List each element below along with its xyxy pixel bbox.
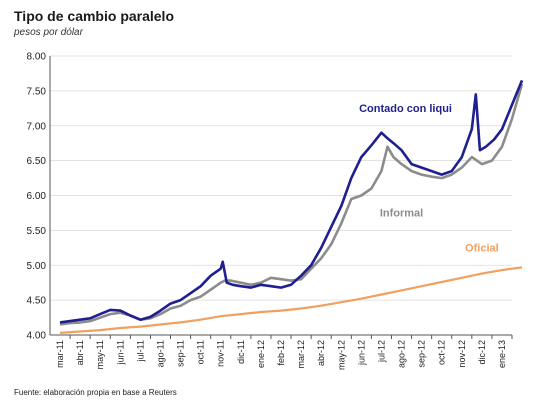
x-tick-label: jun-12 [356, 340, 366, 366]
chart-subtitle: pesos por dólar [14, 27, 83, 38]
x-tick-label: nov-12 [457, 340, 467, 368]
x-tick-label: nov-11 [216, 340, 226, 367]
x-tick-label: dic-11 [236, 340, 246, 364]
x-tick-label: oct-12 [437, 340, 447, 365]
y-tick-label: 5.00 [27, 261, 47, 272]
x-tick-label: jul-12 [376, 340, 386, 363]
series-label-oficial: Oficial [465, 242, 499, 254]
y-tick-label: 5.50 [27, 226, 47, 237]
x-tick-label: dic-12 [477, 340, 487, 365]
x-tick-label: jul-11 [135, 340, 145, 362]
x-tick-label: abr-11 [75, 340, 85, 365]
y-tick-label: 7.00 [27, 121, 47, 132]
y-tick-label: 7.50 [27, 86, 47, 97]
x-tick-label: ago-11 [155, 340, 165, 367]
y-tick-label: 6.00 [27, 191, 47, 202]
y-tick-label: 8.00 [27, 52, 47, 63]
x-tick-label: may-12 [336, 340, 346, 370]
chart-title: Tipo de cambio paralelo [14, 8, 175, 24]
x-tick-label: sep-11 [176, 340, 186, 367]
chart-source: Fuente: elaboración propia en base a Reu… [14, 388, 177, 397]
y-tick-label: 4.50 [27, 296, 47, 307]
x-tick-label: sep-12 [417, 340, 427, 368]
x-tick-label: mar-11 [55, 340, 65, 368]
y-tick-label: 6.50 [27, 156, 47, 167]
series-label-ccl: Contado con liqui [359, 103, 452, 115]
series-line-ccl [59, 79, 524, 324]
x-tick-label: feb-12 [276, 340, 286, 366]
series-label-informal: Informal [380, 207, 423, 219]
series-line-oficial [59, 266, 523, 334]
x-tick-label: ago-12 [397, 340, 407, 368]
x-tick-label: jun-11 [115, 340, 125, 365]
series-line-informal [59, 83, 524, 326]
x-tick-label: oct-11 [196, 340, 206, 364]
y-tick-label: 4.00 [27, 331, 47, 342]
x-tick-label: ene-13 [497, 340, 507, 368]
x-tick-label: abr-12 [316, 340, 326, 366]
x-tick-label: mar-12 [296, 340, 306, 369]
x-tick-label: may-11 [95, 340, 105, 369]
x-tick-label: ene-12 [256, 340, 266, 368]
